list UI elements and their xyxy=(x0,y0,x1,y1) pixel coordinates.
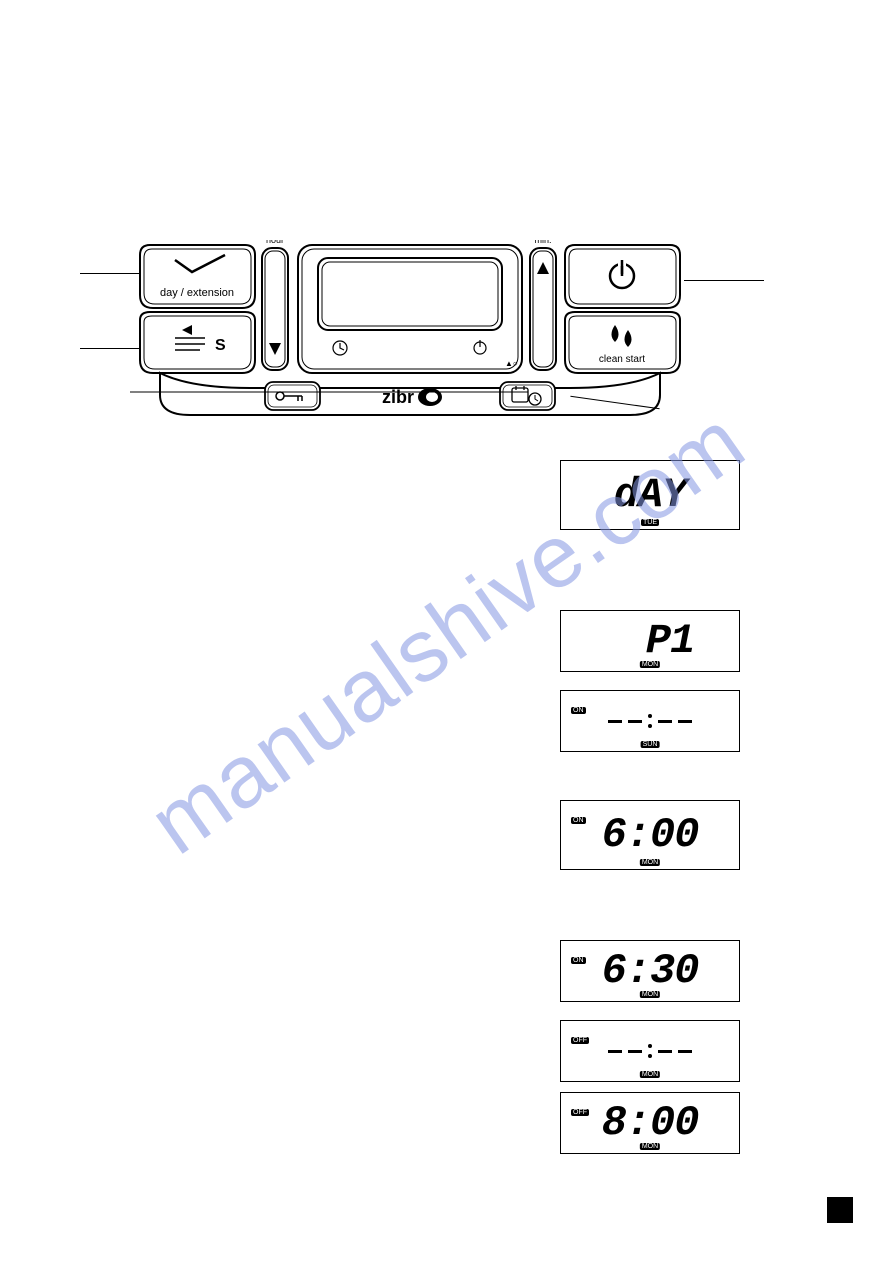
lcd-day: dAY TUE xyxy=(560,460,740,530)
page-corner-marker xyxy=(827,1197,853,1223)
lcd-630-text: 6:30 xyxy=(602,947,699,995)
lcd-600-on: ON xyxy=(571,817,586,824)
lcd-dash1-day: SUN xyxy=(641,741,660,748)
lcd-dash2-day: MON xyxy=(640,1071,660,1078)
clean-start-label: clean start xyxy=(599,354,645,365)
lcd-600-day: MON xyxy=(640,859,660,866)
svg-text:▲○: ▲○ xyxy=(505,359,518,368)
lcd-800: 8:00 OFF MON xyxy=(560,1092,740,1154)
brand-label: zibr xyxy=(382,387,414,407)
control-panel: day / extension S hour xyxy=(130,240,690,430)
lcd-dash1-on: ON xyxy=(571,707,586,714)
lcd-day-text: dAY xyxy=(614,471,687,519)
lead-line-right-top xyxy=(684,280,764,281)
lcd-800-text: 8:00 xyxy=(602,1099,699,1147)
hour-label: hour xyxy=(266,240,284,245)
lcd-800-off: OFF xyxy=(571,1109,589,1116)
lcd-p1: P1 MON xyxy=(560,610,740,672)
lcd-dash2-content xyxy=(608,1044,692,1058)
save-label: S xyxy=(215,337,226,354)
lcd-630: 6:30 ON MON xyxy=(560,940,740,1002)
lcd-630-day: MON xyxy=(640,991,660,998)
lcd-600-text: 6:00 xyxy=(602,811,699,859)
lcd-dash1: ON SUN xyxy=(560,690,740,752)
lcd-p1-ind: MON xyxy=(640,661,660,668)
lcd-dash2: OFF MON xyxy=(560,1020,740,1082)
lcd-p1-text: P1 xyxy=(606,617,694,665)
lcd-600: 6:00 ON MON xyxy=(560,800,740,870)
min-label: min. xyxy=(534,240,551,245)
lcd-dash1-content xyxy=(608,714,692,728)
day-extension-label: day / extension xyxy=(160,287,234,299)
lcd-800-day: MON xyxy=(640,1143,660,1150)
lcd-day-ind: TUE xyxy=(641,519,659,526)
lcd-630-on: ON xyxy=(571,957,586,964)
lcd-dash2-off: OFF xyxy=(571,1037,589,1044)
